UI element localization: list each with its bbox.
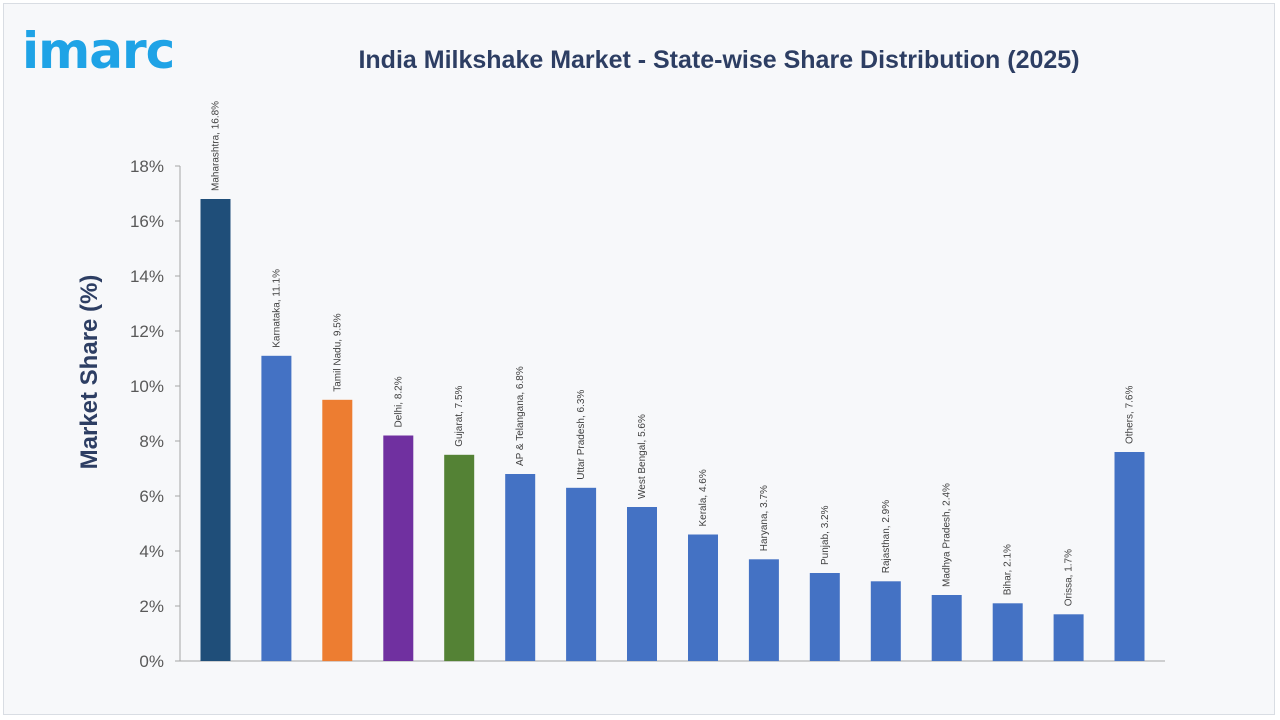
bar-ap-telangana [505, 474, 536, 661]
bars-group [200, 199, 1145, 662]
bar-orissa [1053, 614, 1084, 662]
data-label: Bihar, 2.1% [1003, 544, 1014, 595]
data-label: Uttar Pradesh, 6.3% [576, 390, 587, 480]
data-label: Tamil Nadu, 9.5% [332, 313, 343, 391]
y-tick-label: 12% [130, 322, 164, 341]
data-label: Gujarat, 7.5% [454, 385, 465, 446]
bar-karnataka [261, 355, 292, 662]
imarc-logo: imarc [22, 22, 175, 80]
y-tick-label: 6% [139, 487, 164, 506]
y-axis-title: Market Share (%) [76, 275, 103, 470]
data-label: West Bengal, 5.6% [637, 414, 648, 499]
data-label: Madhya Pradesh, 2.4% [942, 483, 953, 587]
data-label: Others, 7.6% [1125, 386, 1136, 444]
data-label: Delhi, 8.2% [393, 376, 404, 427]
bar-kerala [688, 534, 718, 661]
data-label: AP & Telangana, 6.8% [515, 366, 526, 466]
data-label: Haryana, 3.7% [759, 485, 770, 551]
y-tick-label: 0% [139, 652, 164, 671]
y-tick-label: 16% [130, 212, 164, 231]
bar-west-bengal [627, 507, 657, 661]
y-tick-label: 8% [139, 432, 164, 451]
data-label: Orissa, 1.7% [1064, 549, 1075, 606]
y-tick-label: 2% [139, 597, 164, 616]
bar-delhi [383, 435, 414, 661]
data-labels-group: Maharashtra, 16.8% Karnataka, 11.1% Tamil … [210, 101, 1135, 606]
bar-bihar [992, 603, 1023, 662]
bar-tamil-nadu [322, 399, 353, 662]
data-label: Karnataka, 11.1% [271, 269, 282, 348]
chart-title: India Milkshake Market - State-wise Shar… [358, 46, 1080, 74]
y-tick-label: 14% [130, 267, 164, 286]
bar-madhya-pradesh [931, 595, 962, 661]
data-label: Kerala, 4.6% [698, 469, 709, 526]
bar-haryana [748, 559, 779, 662]
y-tick-label: 18% [130, 157, 164, 176]
bar-maharashtra [200, 199, 231, 661]
bar-punjab [809, 573, 840, 661]
bar-rajasthan [870, 581, 901, 662]
data-label: Rajasthan, 2.9% [881, 500, 892, 573]
bar-gujarat [444, 454, 475, 662]
data-label: Maharashtra, 16.8% [210, 101, 221, 191]
bar-uttar-pradesh [566, 487, 597, 662]
y-tick-label: 4% [139, 542, 164, 561]
y-tick-label: 10% [130, 377, 164, 396]
data-label: Punjab, 3.2% [820, 505, 831, 565]
y-axis: 0% 2% 4% 6% 8% 10% 12% 14% 16% 18% [130, 157, 1165, 671]
bar-others [1114, 452, 1145, 661]
